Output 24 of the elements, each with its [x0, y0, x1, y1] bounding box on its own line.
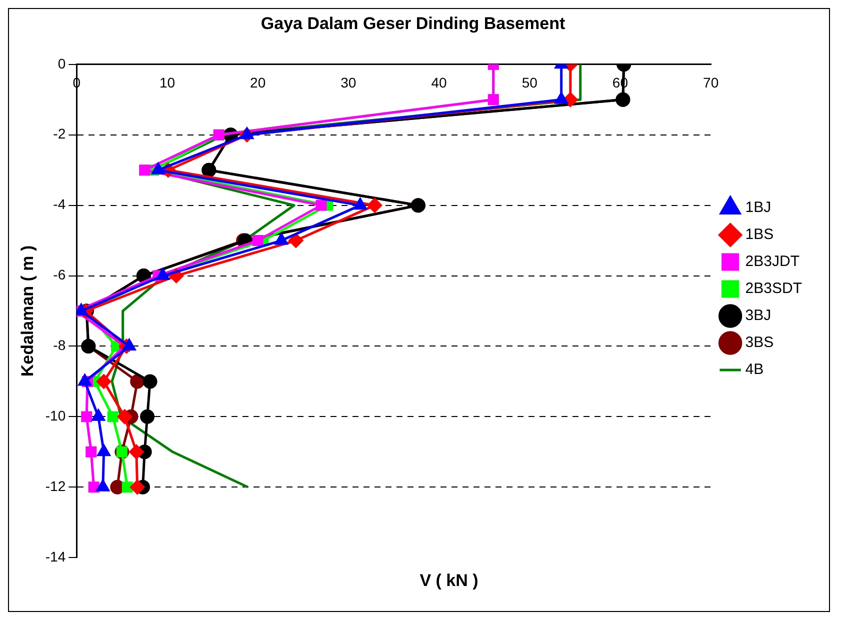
y-tick-label: -14: [45, 548, 66, 564]
y-tick-label: -6: [53, 266, 66, 283]
legend-label: 1BJ: [745, 199, 772, 216]
chart-title: Gaya Dalam Geser Dinding Basement: [260, 14, 566, 33]
x-tick-label: 20: [250, 74, 266, 91]
x-tick-label: 70: [703, 74, 719, 91]
x-axis-title: V ( kN ): [418, 570, 480, 592]
y-axis-title: Kedalaman ( m ): [18, 245, 37, 377]
y-tick-label: -12: [45, 478, 66, 494]
x-tick-label: 30: [340, 74, 356, 91]
legend-label: 4B: [745, 361, 764, 378]
y-tick-label: -8: [53, 337, 66, 354]
y-tick-label: -2: [53, 126, 66, 142]
y-tick-label: -4: [53, 196, 66, 212]
legend-label: 2B3SDT: [745, 280, 802, 298]
legend-label: 3BJ: [745, 307, 772, 324]
x-tick-label: 40: [431, 74, 448, 91]
legend-label: 3BS: [745, 334, 774, 352]
legend-label: 1BS: [745, 226, 774, 244]
y-tick-label: 0: [58, 55, 66, 72]
x-tick-label: 50: [522, 74, 538, 91]
x-tick-label: 10: [159, 74, 176, 91]
legend-label: 2B3JDT: [745, 253, 800, 270]
y-tick-label: -10: [45, 408, 66, 424]
